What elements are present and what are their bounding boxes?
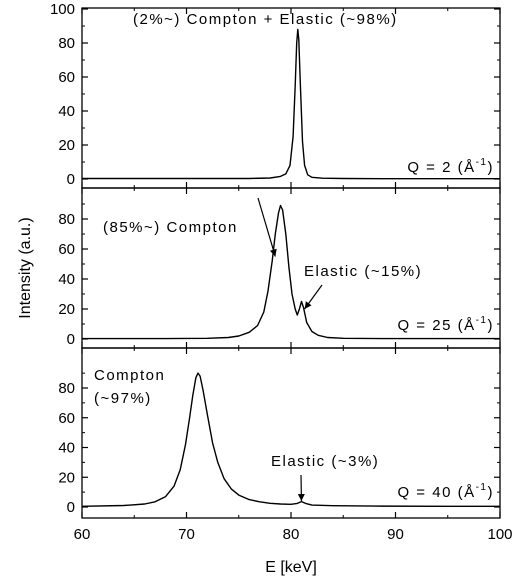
series-line (81, 372, 500, 507)
y-tick-label: 60 (58, 410, 75, 427)
y-tick-label: 40 (58, 440, 75, 457)
y-tick-label: 60 (58, 241, 75, 258)
annotation-label: Elastic (~3%) (271, 453, 379, 470)
y-tick-label: 0 (67, 499, 75, 516)
x-tick-label: 70 (178, 526, 195, 543)
y-tick-label: 20 (58, 137, 75, 154)
y-tick-label: 80 (58, 35, 75, 52)
y-tick-label: 0 (67, 171, 75, 188)
annotation-label: (~97%) (94, 390, 152, 407)
x-ticks-group: 60 70 80 90 100 (74, 526, 513, 543)
q-label-end: ) (488, 159, 495, 176)
x-tick-label: 90 (387, 526, 404, 543)
y-axis-label: Intensity (a.u.) (17, 217, 34, 318)
q-label: Q = 2 (Å-1) (407, 157, 494, 176)
annotation-arrowhead (269, 248, 277, 257)
y-tick-label: 60 (58, 69, 75, 86)
x-tick-label: 80 (283, 526, 300, 543)
annotation-arrow (257, 197, 276, 257)
q-label-text: Q = 25 (Å (397, 317, 475, 334)
q-label: Q = 25 (Å-1) (397, 315, 494, 334)
q-label-end: ) (488, 484, 495, 501)
panel-2: 0 20 40 60 80 (85%~) Compton Elastic (~15%) Q =… (58, 187, 501, 349)
y-tick-label: 0 (67, 331, 75, 348)
y-tick-label: 20 (58, 301, 75, 318)
annotation-label: (2%~) Compton + Elastic (~98%) (133, 11, 398, 28)
q-label-text: Q = 40 (Å (397, 484, 475, 501)
x-tick-label: 100 (487, 526, 512, 543)
y-tick-label: 80 (58, 211, 75, 228)
y-tick-label: 100 (50, 1, 75, 18)
q-label: Q = 40 (Å-1) (397, 482, 494, 501)
y-tick-label: 40 (58, 103, 75, 120)
panel-3: 0 20 40 60 80 Compton (~97%) Elastic (~3%) Q = 4… (58, 347, 501, 519)
annotation-arrowhead (297, 493, 305, 502)
series-line (82, 204, 500, 340)
q-label-sup: -1 (476, 157, 488, 168)
panels-group: 0 20 40 60 80 100 (2%~) Compton + Elastic (~98… (50, 1, 501, 519)
annotation-label: (85%~) Compton (103, 219, 238, 236)
annotation-label: Elastic (~15%) (304, 263, 422, 280)
x-tick-label: 60 (74, 526, 91, 543)
annotation-arrowhead (304, 301, 312, 309)
panel-1: 0 20 40 60 80 100 (2%~) Compton + Elastic (~98… (50, 1, 501, 189)
q-label-sup: -1 (476, 482, 488, 493)
series-line (82, 28, 500, 180)
q-label-sup: -1 (476, 315, 488, 326)
x-axis-label: E [keV] (265, 559, 317, 576)
y-tick-label: 20 (58, 469, 75, 486)
y-tick-label: 80 (58, 380, 75, 397)
q-label-end: ) (488, 317, 495, 334)
y-tick-label: 40 (58, 271, 75, 288)
q-label-text: Q = 2 (Å (407, 159, 475, 176)
annotation-label: Compton (94, 367, 165, 384)
